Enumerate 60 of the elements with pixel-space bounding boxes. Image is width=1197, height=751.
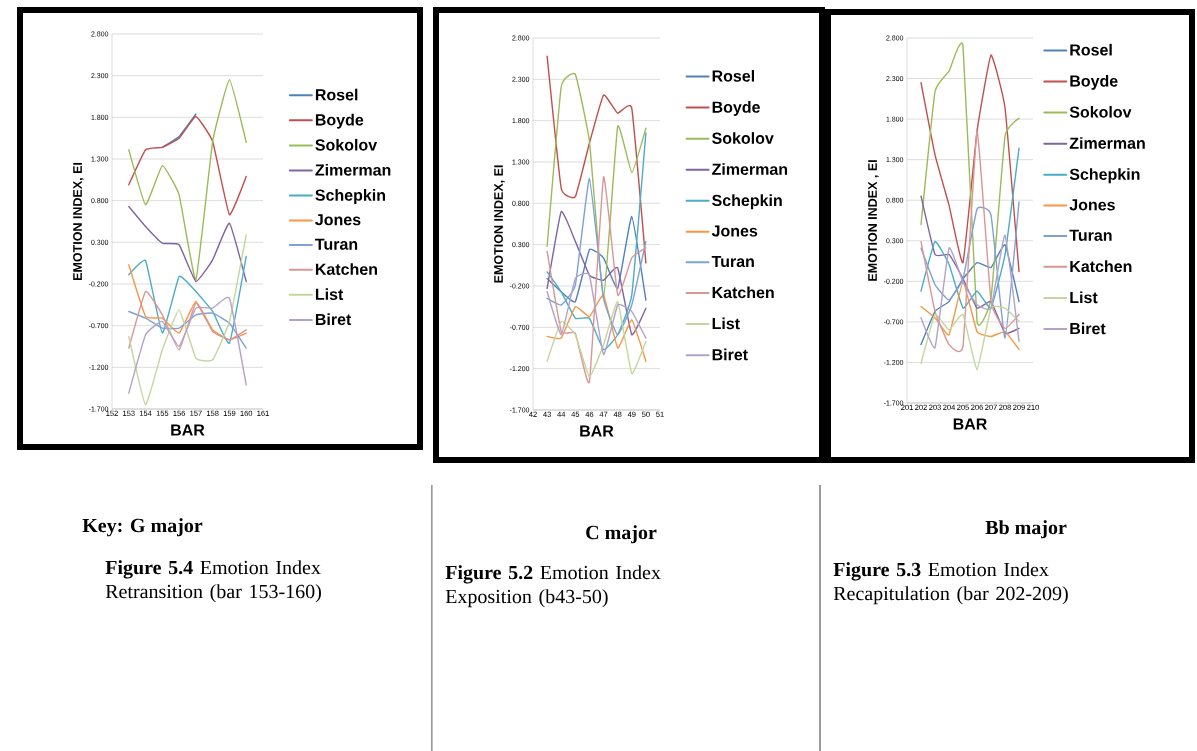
y-axis-title: EMOTION INDEX, EI: [73, 162, 84, 281]
legend-label: Sokolov: [315, 138, 378, 151]
line-series: [920, 54, 1020, 273]
legend-label: Biret: [315, 313, 352, 326]
x-axis-title: BAR: [953, 418, 988, 430]
line-series: [920, 147, 1020, 309]
legend-label: Schepkin: [712, 194, 782, 210]
line-series: [128, 290, 247, 351]
legend-label: Turan: [315, 238, 358, 250]
legend-label: Zimerman: [1069, 137, 1145, 149]
line-series: [920, 281, 1020, 351]
line-series: [128, 310, 247, 349]
legend-label: Boyde: [1070, 74, 1118, 90]
legend-label: Rosel: [1070, 43, 1112, 56]
legend-label: Rosel: [315, 88, 358, 101]
legend-label: List: [315, 288, 344, 301]
legend-label: Schepkin: [1069, 168, 1140, 184]
text: C major: [586, 525, 657, 544]
line-series: [546, 300, 647, 378]
text: Key: G major: [82, 518, 203, 537]
legend-label: Biret: [1070, 322, 1106, 335]
legend-label: List: [1070, 291, 1098, 304]
line-series: [546, 210, 647, 336]
legend-label: Jones: [1069, 199, 1115, 211]
legend-label: Turan: [1069, 229, 1112, 241]
line-series: [546, 177, 647, 336]
legend-label: Boyde: [315, 113, 364, 129]
text: Figure 5.2 Emotion Index Exposition (b43-50): [445, 565, 661, 608]
x-axis-title: BAR: [580, 425, 614, 437]
legend-label: Rosel: [712, 69, 755, 82]
x-axis-title: BAR: [171, 424, 205, 436]
line-series: [128, 205, 247, 283]
legend-label: Zimerman: [315, 163, 391, 176]
legend-label: Boyde: [712, 101, 760, 116]
line-series: [546, 176, 647, 383]
legend-label: Jones: [315, 214, 361, 226]
line-series: [128, 234, 247, 406]
legend-label: Jones: [711, 225, 758, 237]
line-series: [546, 294, 647, 362]
legend-label: Turan: [711, 255, 754, 268]
legend-label: Sokolov: [1069, 106, 1132, 118]
line-series: [128, 115, 247, 216]
line-series: [546, 215, 647, 303]
line-series: [546, 55, 647, 264]
text: Bb major: [985, 520, 1067, 539]
legend-label: Katchen: [712, 286, 774, 299]
legend-label: List: [712, 317, 740, 330]
line-series: [128, 79, 247, 281]
line-series: [128, 296, 247, 394]
text: Figure 5.4 Emotion Index Retransition (bar 153-160): [105, 560, 321, 603]
legend-label: Katchen: [315, 263, 377, 275]
legend-label: Schepkin: [315, 189, 386, 204]
legend-label: Katchen: [1070, 260, 1132, 273]
text: Figure 5.3 Emotion Index Recapitulation (bar 202-209): [833, 562, 1068, 605]
legend-label: Zimerman: [712, 163, 788, 175]
line-series: [546, 132, 647, 351]
y-axis-title: EMOTION INDEX, EI: [494, 165, 505, 283]
y-axis-title: EMOTION INDEX , EI: [868, 160, 879, 281]
legend-label: Sokolov: [712, 132, 774, 144]
legend-label: Biret: [712, 348, 748, 361]
